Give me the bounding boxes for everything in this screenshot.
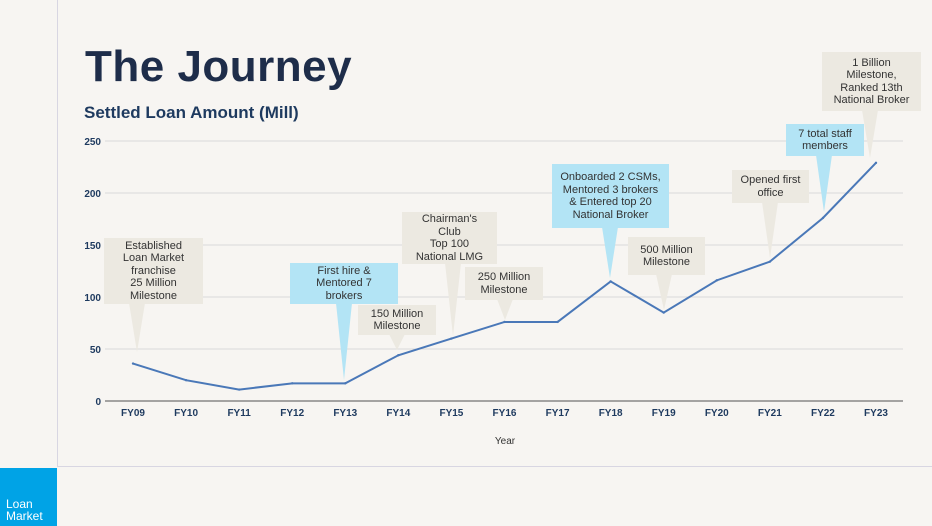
- bottom-divider: [57, 466, 932, 467]
- annotation-callout: Onboarded 2 CSMs, Mentored 3 brokers & E…: [552, 164, 669, 228]
- data-point: [556, 320, 559, 324]
- x-tick-label: FY18: [599, 408, 623, 419]
- data-point: [131, 362, 135, 365]
- logo-text: Loan Market: [6, 497, 43, 523]
- x-tick-label: FY11: [227, 408, 251, 419]
- annotation-callout: 500 Million Milestone: [628, 237, 705, 275]
- y-tick-label: 200: [84, 189, 101, 200]
- x-tick-label: FY23: [864, 408, 888, 419]
- annotation-callout: Chairman's Club Top 100 National LMG: [402, 212, 497, 264]
- data-point: [344, 382, 347, 385]
- annotation-callout: 150 Million Milestone: [358, 305, 436, 335]
- x-tick-label: FY12: [280, 408, 304, 419]
- callout-pointer: [497, 299, 513, 320]
- annotation-callout: Opened first office: [732, 170, 809, 203]
- annotation-callout: Established Loan Market franchise 25 Mil…: [104, 238, 203, 304]
- annotation-callout: 7 total staff members: [786, 124, 864, 156]
- data-point: [609, 280, 612, 283]
- callout-pointer: [129, 303, 145, 352]
- x-tick-label: FY19: [652, 408, 676, 419]
- left-divider: [57, 0, 58, 467]
- callout-pointer: [445, 263, 461, 336]
- x-tick-label: FY17: [546, 408, 570, 419]
- callout-pointer: [602, 227, 618, 278]
- x-tick-label: FY09: [121, 408, 145, 419]
- y-tick-label: 50: [90, 345, 102, 356]
- x-tick-label: FY15: [439, 408, 463, 419]
- callout-pointer: [862, 110, 878, 158]
- data-point: [768, 260, 772, 263]
- x-tick-label: FY16: [493, 408, 517, 419]
- x-tick-label: FY20: [705, 408, 729, 419]
- data-point: [184, 379, 188, 382]
- annotation-callout: 250 Million Milestone: [465, 267, 543, 300]
- y-tick-label: 0: [95, 397, 101, 408]
- callout-pointer: [389, 334, 405, 350]
- data-point: [662, 311, 665, 314]
- y-tick-label: 100: [84, 293, 101, 304]
- loan-market-logo: Loan Market: [0, 468, 57, 526]
- data-point: [237, 388, 241, 391]
- data-point: [821, 216, 825, 220]
- x-tick-label: FY13: [333, 408, 357, 419]
- callout-pointer: [336, 303, 352, 380]
- data-point: [397, 354, 400, 357]
- data-point: [874, 161, 878, 165]
- x-axis-label: Year: [495, 436, 516, 447]
- annotation-callout: 1 Billion Milestone, Ranked 13th Nationa…: [822, 52, 921, 111]
- callout-pointer: [762, 202, 778, 258]
- data-point: [450, 337, 453, 340]
- x-tick-label: FY21: [758, 408, 782, 419]
- y-tick-label: 150: [84, 241, 101, 252]
- x-tick-label: FY10: [174, 408, 198, 419]
- x-tick-label: FY14: [386, 408, 410, 419]
- data-point: [715, 279, 718, 282]
- chart-title: Settled Loan Amount (Mill): [84, 103, 299, 122]
- annotation-callout: First hire & Mentored 7 brokers: [290, 263, 398, 304]
- data-point: [503, 320, 506, 324]
- x-tick-label: FY22: [811, 408, 835, 419]
- page-title: The Journey: [85, 42, 353, 91]
- callout-pointer: [816, 155, 832, 212]
- callout-pointer: [656, 274, 672, 310]
- y-tick-label: 250: [84, 137, 101, 148]
- data-point: [291, 382, 294, 385]
